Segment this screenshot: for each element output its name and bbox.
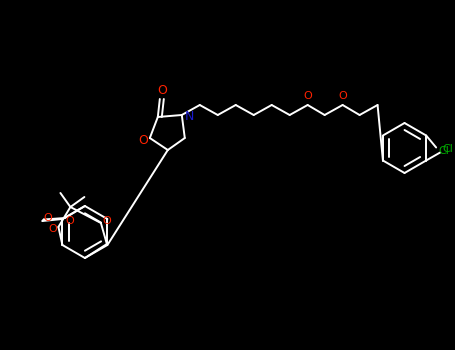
Text: Cl: Cl — [443, 145, 454, 154]
Text: O: O — [157, 84, 167, 98]
Text: O: O — [338, 91, 347, 101]
Text: O: O — [138, 133, 148, 147]
Text: N: N — [185, 111, 194, 124]
Text: O: O — [303, 91, 312, 101]
Text: O: O — [66, 216, 74, 226]
Text: Cl: Cl — [439, 146, 450, 155]
Text: O: O — [102, 216, 111, 226]
Text: O: O — [48, 224, 57, 234]
Text: O: O — [43, 213, 52, 223]
